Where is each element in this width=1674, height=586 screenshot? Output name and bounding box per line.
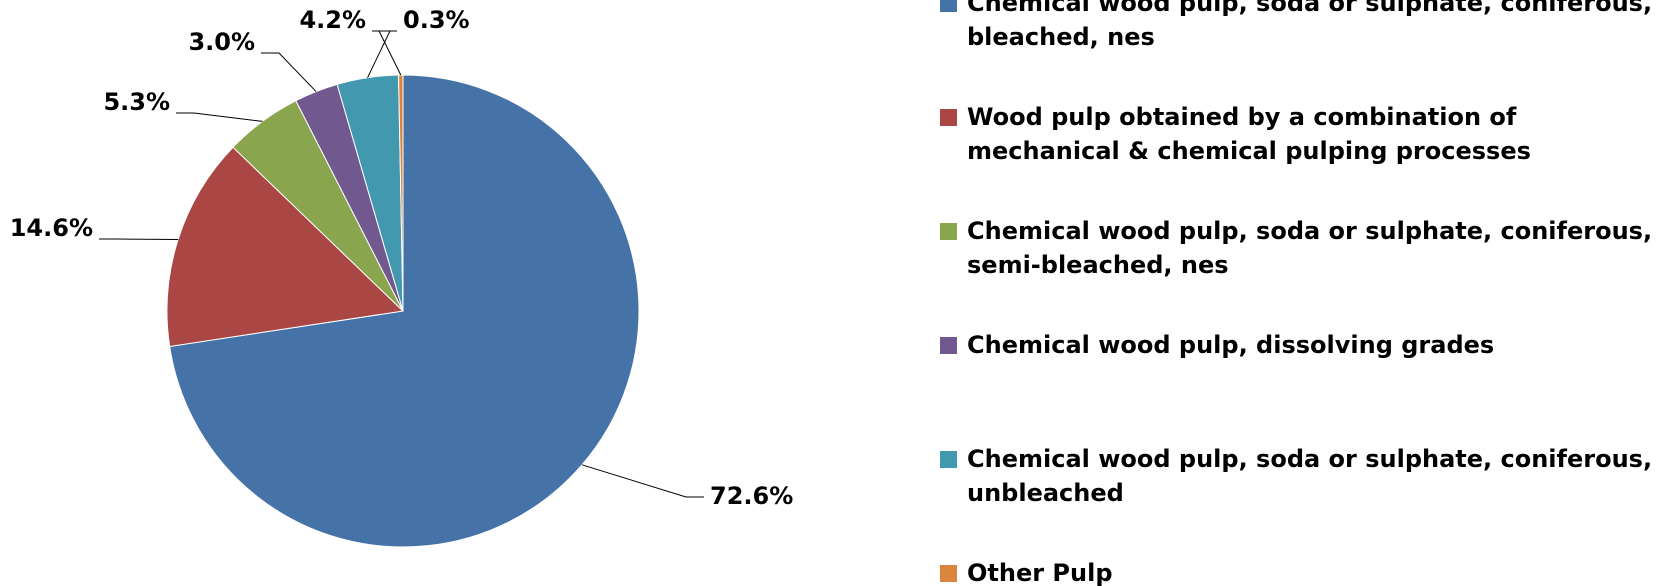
legend-label: Chemical wood pulp, dissolving grades bbox=[967, 331, 1495, 359]
legend-item: Chemical wood pulp, soda or sulphate, co… bbox=[940, 0, 1660, 54]
legend-swatch bbox=[940, 223, 957, 240]
legend-swatch bbox=[940, 0, 957, 12]
leader-line bbox=[378, 30, 402, 76]
legend-swatch bbox=[940, 565, 957, 582]
leader-line bbox=[261, 52, 317, 92]
legend-label: Other Pulp bbox=[967, 559, 1113, 586]
legend-item: Chemical wood pulp, dissolving grades bbox=[940, 328, 1660, 362]
data-label: 72.6% bbox=[710, 482, 793, 510]
legend-item: Wood pulp obtained by a combination of m… bbox=[940, 100, 1660, 168]
legend-item: Chemical wood pulp, soda or sulphate, co… bbox=[940, 214, 1660, 282]
legend-item: Other Pulp bbox=[940, 556, 1660, 586]
pie-slice bbox=[169, 74, 640, 548]
legend-swatch bbox=[940, 337, 957, 354]
legend-label: Chemical wood pulp, soda or sulphate, co… bbox=[967, 217, 1653, 279]
legend-item: Chemical wood pulp, soda or sulphate, co… bbox=[940, 442, 1660, 510]
leader-line bbox=[367, 30, 391, 78]
pie-area: 72.6% 14.6% 5.3% 3.0% 4.2% 0.3% bbox=[10, 6, 793, 548]
data-label: 3.0% bbox=[188, 28, 255, 56]
data-label: 0.3% bbox=[403, 6, 470, 34]
legend-swatch bbox=[940, 451, 957, 468]
leader-line bbox=[581, 464, 704, 498]
legend-label: Chemical wood pulp, soda or sulphate, co… bbox=[967, 0, 1653, 51]
legend-swatch bbox=[940, 109, 957, 126]
data-label: 4.2% bbox=[299, 6, 366, 34]
data-label: 14.6% bbox=[10, 214, 93, 242]
pie-slice bbox=[166, 146, 405, 348]
leader-line bbox=[176, 112, 263, 122]
pie-slice bbox=[398, 74, 404, 312]
data-label: 5.3% bbox=[103, 88, 170, 116]
legend-label: Wood pulp obtained by a combination of m… bbox=[967, 103, 1531, 165]
legend-label: Chemical wood pulp, soda or sulphate, co… bbox=[967, 445, 1653, 507]
